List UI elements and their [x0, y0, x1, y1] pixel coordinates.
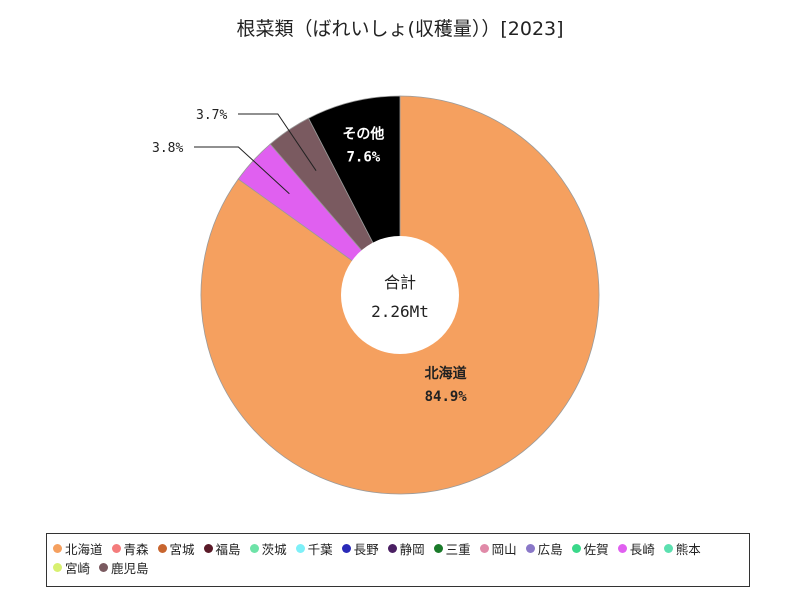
legend-item-7: 静岡: [387, 539, 425, 558]
legend-item-15: 鹿児島: [99, 558, 149, 577]
legend-swatch-8: [433, 544, 443, 553]
legend-item-2: 宮城: [157, 539, 195, 558]
legend-swatch-9: [479, 544, 489, 553]
legend-label-10: 広島: [537, 542, 563, 557]
legend-label-2: 宮城: [169, 542, 195, 557]
legend-swatch-15: [99, 563, 109, 572]
legend-swatch-1: [111, 544, 121, 553]
legend-swatch-0: [53, 544, 62, 553]
legend-swatch-6: [341, 544, 351, 553]
legend-label-1: 青森: [123, 542, 149, 557]
legend-swatch-14: [53, 563, 62, 572]
legend-label-11: 佐賀: [583, 542, 609, 557]
slice-label-name-0: 北海道: [425, 365, 467, 382]
legend-item-8: 三重: [433, 539, 471, 558]
legend-label-9: 岡山: [491, 542, 517, 557]
legend-label-4: 茨城: [261, 542, 287, 557]
slice-label-pct-3: 7.6%: [346, 149, 380, 165]
legend-item-0: 北海道: [53, 539, 103, 558]
legend-item-4: 茨城: [249, 539, 287, 558]
legend-item-14: 宮崎: [53, 558, 90, 577]
legend-label-6: 長野: [353, 542, 379, 557]
legend-label-14: 宮崎: [65, 561, 91, 576]
legend-item-13: 熊本: [663, 539, 701, 558]
slice-label-pct-2: 3.7%: [196, 108, 227, 123]
legend-item-9: 岡山: [479, 539, 517, 558]
legend-label-13: 熊本: [675, 542, 701, 557]
legend-label-3: 福島: [215, 542, 241, 557]
chart-title: 根菜類（ばれいしょ(収穫量））[2023]: [236, 18, 564, 40]
legend-item-12: 長崎: [617, 539, 655, 558]
legend-item-11: 佐賀: [571, 539, 609, 558]
legend: 北海道 青森 宮城 福島 茨城 千葉 長野 静岡 三重 岡山 広島 佐賀 長崎 熊本宮崎 鹿児島: [46, 533, 750, 587]
legend-swatch-4: [249, 544, 259, 553]
donut-hole: [341, 236, 459, 354]
legend-label-5: 千葉: [307, 542, 333, 557]
legend-item-6: 長野: [341, 539, 379, 558]
slice-label-pct-1: 3.8%: [152, 141, 183, 156]
leader-line-1: [194, 146, 290, 195]
legend-label-0: 北海道: [65, 542, 103, 557]
center-value: 2.26Mt: [371, 302, 429, 321]
legend-item-10: 広島: [525, 539, 563, 558]
legend-label-7: 静岡: [399, 542, 425, 557]
legend-swatch-12: [617, 544, 627, 553]
center-label: 合計: [384, 273, 416, 292]
legend-swatch-2: [157, 544, 167, 553]
slice-label-name-3: その他: [342, 125, 384, 142]
legend-item-3: 福島: [203, 539, 241, 558]
legend-swatch-3: [203, 544, 213, 553]
slice-label-pct-0: 84.9%: [425, 389, 468, 405]
legend-label-12: 長崎: [629, 542, 655, 557]
leader-line-2: [238, 113, 317, 171]
legend-swatch-11: [571, 544, 581, 553]
legend-swatch-13: [663, 544, 673, 553]
legend-label-8: 三重: [445, 542, 471, 557]
legend-swatch-10: [525, 544, 535, 553]
legend-swatch-5: [295, 544, 305, 553]
legend-item-5: 千葉: [295, 539, 333, 558]
legend-label-15: 鹿児島: [111, 561, 149, 576]
legend-item-1: 青森: [111, 539, 149, 558]
legend-swatch-7: [387, 544, 397, 553]
